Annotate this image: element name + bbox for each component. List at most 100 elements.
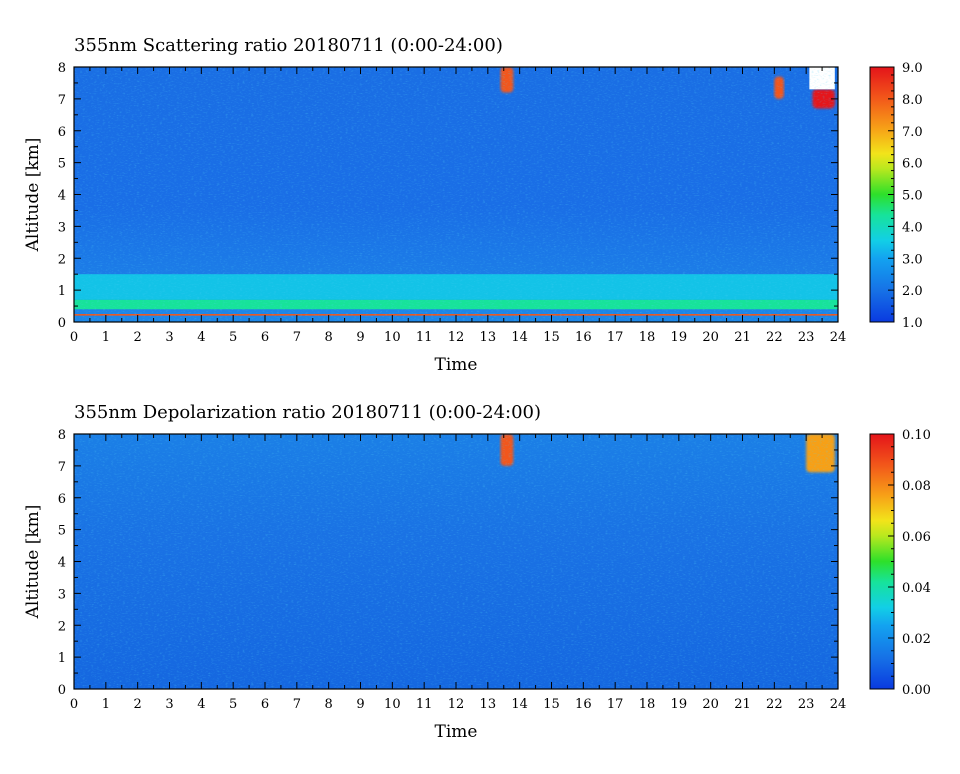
x-tick-label: 20 [702, 697, 719, 712]
x-tick-label: 23 [798, 330, 815, 345]
x-tick-label: 18 [639, 697, 656, 712]
colorbar-tick-label: 5.0 [902, 189, 923, 204]
x-tick-label: 13 [480, 330, 497, 345]
y-tick-label: 4 [58, 189, 66, 204]
y-tick-label: 4 [58, 556, 66, 571]
x-tick-label: 9 [356, 330, 364, 345]
y-tick-label: 1 [58, 284, 66, 299]
y-tick-label: 6 [58, 492, 66, 507]
colorbar-gradient [869, 433, 895, 690]
x-tick-label: 21 [734, 330, 751, 345]
y-tick-label: 7 [58, 93, 66, 108]
x-tick-label: 2 [134, 697, 142, 712]
x-tick-label: 17 [607, 697, 624, 712]
x-tick-label: 14 [511, 330, 528, 345]
x-tick-label: 11 [416, 330, 433, 345]
y-tick-label: 3 [58, 220, 66, 235]
x-tick-label: 7 [293, 330, 301, 345]
x-tick-label: 7 [293, 697, 301, 712]
x-tick-label: 6 [261, 697, 269, 712]
x-tick-label: 12 [448, 330, 465, 345]
x-tick-label: 24 [830, 697, 847, 712]
x-tick-label: 3 [165, 697, 173, 712]
y-tick-label: 5 [58, 524, 66, 539]
x-tick-label: 19 [671, 697, 688, 712]
y-tick-label: 0 [58, 316, 66, 331]
y-tick-label: 2 [58, 252, 66, 267]
colorbar-tick-label: 0.00 [902, 683, 931, 698]
x-tick-label: 12 [448, 697, 465, 712]
x-axis: 0 1 2 3 4 5 6 7 8 9 10 11 12 13 14 15 16 17 18 19 20 21 22 23 24 [70, 434, 846, 712]
heatmap-area [74, 67, 838, 322]
y-tick-label: 7 [58, 460, 66, 475]
y-axis: 0 1 2 3 4 5 6 7 8 [58, 428, 838, 698]
x-tick-label: 3 [165, 330, 173, 345]
x-tick-label: 4 [197, 330, 205, 345]
x-tick-label: 15 [543, 330, 560, 345]
x-tick-label: 19 [671, 330, 688, 345]
x-tick-label: 17 [607, 330, 624, 345]
x-tick-label: 2 [134, 330, 142, 345]
x-tick-label: 5 [229, 697, 237, 712]
x-tick-label: 14 [511, 697, 528, 712]
colorbar-tick-label: 4.0 [902, 220, 923, 235]
x-tick-label: 20 [702, 330, 719, 345]
y-tick-label: 2 [58, 619, 66, 634]
colorbar-tick-label: 0.10 [902, 428, 931, 443]
x-tick-label: 23 [798, 697, 815, 712]
colorbar-tick-label: 7.0 [902, 125, 923, 140]
x-tick-label: 21 [734, 697, 751, 712]
x-tick-label: 11 [416, 697, 433, 712]
y-axis-label: Altitude [km] [23, 138, 43, 253]
chart-title: 355nm Depolarization ratio 20180711 (0:0… [74, 402, 541, 423]
y-tick-label: 1 [58, 651, 66, 666]
x-tick-label: 9 [356, 697, 364, 712]
colorbar-tick-label: 3.0 [902, 252, 923, 267]
x-tick-label: 0 [70, 697, 78, 712]
colorbar-tick-label: 0.02 [902, 632, 931, 647]
y-tick-label: 3 [58, 587, 66, 602]
x-tick-label: 15 [543, 697, 560, 712]
y-axis: 0 1 2 3 4 5 6 7 8 [58, 61, 838, 331]
x-tick-label: 22 [766, 697, 783, 712]
x-tick-label: 5 [229, 330, 237, 345]
chart-panel-1: 355nm Scattering ratio 20180711 (0:00-24… [23, 35, 923, 375]
y-tick-label: 8 [58, 428, 66, 443]
x-tick-label: 22 [766, 330, 783, 345]
colorbar: 0.00 0.02 0.04 0.06 0.08 0.10 [869, 428, 931, 698]
chart-title: 355nm Scattering ratio 20180711 (0:00-24… [74, 35, 503, 56]
x-tick-label: 18 [639, 330, 656, 345]
x-tick-label: 0 [70, 330, 78, 345]
x-tick-label: 16 [575, 330, 592, 345]
y-tick-label: 8 [58, 61, 66, 76]
x-axis-label: Time [435, 722, 478, 742]
colorbar-tick-label: 1.0 [902, 316, 923, 331]
heatmap-noise [74, 67, 838, 322]
colorbar-tick-label: 0.08 [902, 479, 931, 494]
y-axis-label: Altitude [km] [23, 505, 43, 620]
y-tick-label: 6 [58, 125, 66, 140]
x-tick-label: 1 [102, 697, 110, 712]
colorbar-tick-label: 9.0 [902, 61, 923, 76]
colorbar-tick-label: 8.0 [902, 93, 923, 108]
y-tick-label: 5 [58, 157, 66, 172]
x-tick-label: 8 [325, 330, 333, 345]
y-tick-label: 0 [58, 683, 66, 698]
colorbar-tick-label: 2.0 [902, 284, 923, 299]
x-tick-label: 6 [261, 330, 269, 345]
x-tick-label: 4 [197, 697, 205, 712]
x-axis: 0 1 2 3 4 5 6 7 8 9 10 11 12 13 14 15 16 17 18 19 20 21 22 23 24 [70, 67, 846, 345]
heatmap-noise [74, 434, 838, 689]
colorbar: 1.0 2.0 3.0 4.0 5.0 6.0 7.0 8.0 9.0 [869, 61, 923, 331]
x-tick-label: 13 [480, 697, 497, 712]
chart-panel-2: 355nm Depolarization ratio 20180711 (0:0… [23, 402, 931, 742]
x-tick-label: 8 [325, 697, 333, 712]
heatmap-area [74, 434, 838, 689]
x-tick-label: 1 [102, 330, 110, 345]
x-axis-label: Time [435, 355, 478, 375]
colorbar-tick-label: 0.06 [902, 530, 931, 545]
x-tick-label: 10 [384, 330, 401, 345]
colorbar-tick-label: 0.04 [902, 581, 931, 596]
